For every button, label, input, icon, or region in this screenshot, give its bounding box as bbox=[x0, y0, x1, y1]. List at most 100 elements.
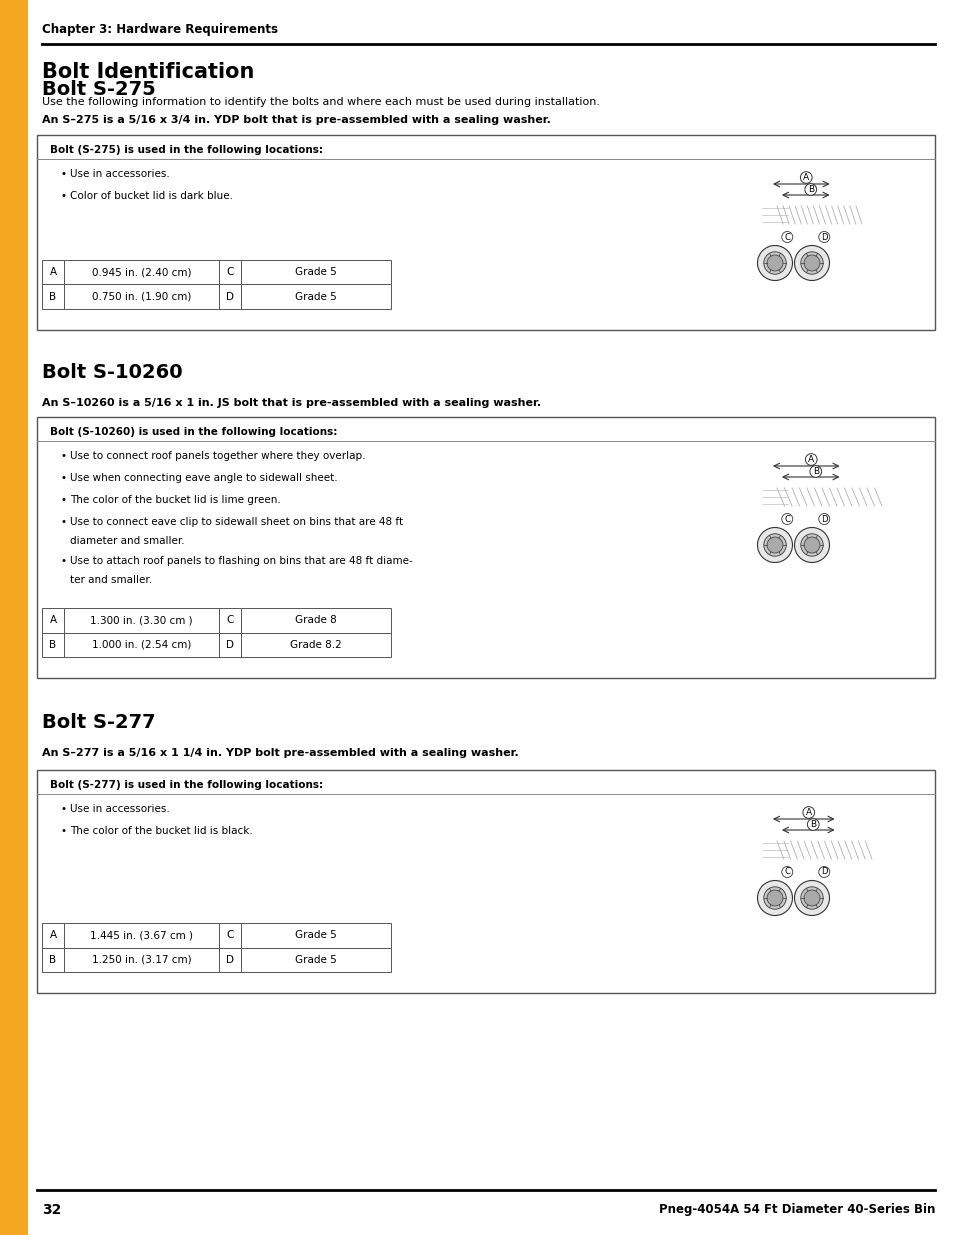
Bar bbox=[241, 947, 391, 972]
Text: Bolt S-10260: Bolt S-10260 bbox=[42, 363, 182, 382]
Text: C: C bbox=[783, 867, 789, 877]
Text: B: B bbox=[812, 467, 818, 475]
Text: 1.000 in. (2.54 cm): 1.000 in. (2.54 cm) bbox=[91, 640, 191, 650]
Text: B: B bbox=[809, 820, 816, 829]
FancyBboxPatch shape bbox=[788, 198, 801, 233]
Text: •: • bbox=[60, 191, 66, 201]
Text: A: A bbox=[50, 930, 56, 940]
Bar bbox=[42, 947, 64, 972]
Text: Use in accessories.: Use in accessories. bbox=[70, 169, 170, 179]
Text: D: D bbox=[226, 291, 233, 301]
Text: A: A bbox=[802, 173, 808, 182]
Text: Bolt (S-10260) is used in the following locations:: Bolt (S-10260) is used in the following … bbox=[50, 427, 337, 437]
Text: D: D bbox=[226, 640, 233, 650]
Circle shape bbox=[800, 887, 822, 909]
Text: Chapter 3: Hardware Requirements: Chapter 3: Hardware Requirements bbox=[42, 23, 277, 37]
Circle shape bbox=[800, 252, 822, 274]
Bar bbox=[776, 841, 871, 860]
Text: B: B bbox=[807, 185, 813, 194]
Bar bbox=[42, 632, 64, 657]
Text: Bolt (S-277) is used in the following locations:: Bolt (S-277) is used in the following lo… bbox=[50, 781, 323, 790]
Text: 1.250 in. (3.17 cm): 1.250 in. (3.17 cm) bbox=[91, 955, 192, 965]
Text: An S–277 is a 5/16 x 1 1/4 in. YDP bolt pre-assembled with a sealing washer.: An S–277 is a 5/16 x 1 1/4 in. YDP bolt … bbox=[42, 748, 518, 758]
Text: •: • bbox=[60, 169, 66, 179]
Text: An S–10260 is a 5/16 x 1 in. JS bolt that is pre-assembled with a sealing washer: An S–10260 is a 5/16 x 1 in. JS bolt tha… bbox=[42, 398, 540, 408]
Circle shape bbox=[763, 252, 785, 274]
Text: Grade 5: Grade 5 bbox=[294, 955, 336, 965]
Bar bbox=[37, 417, 934, 678]
Text: Use to attach roof panels to flashing on bins that are 48 ft diame-: Use to attach roof panels to flashing on… bbox=[70, 556, 413, 566]
Text: •: • bbox=[60, 804, 66, 814]
Text: B: B bbox=[50, 640, 56, 650]
Circle shape bbox=[757, 527, 792, 562]
Circle shape bbox=[766, 254, 782, 270]
Bar bbox=[241, 261, 391, 284]
Bar bbox=[42, 923, 64, 947]
Text: Use in accessories.: Use in accessories. bbox=[70, 804, 170, 814]
Text: Grade 5: Grade 5 bbox=[294, 267, 336, 277]
Text: •: • bbox=[60, 556, 66, 566]
Circle shape bbox=[794, 527, 828, 562]
Text: •: • bbox=[60, 495, 66, 505]
Text: Bolt S-275: Bolt S-275 bbox=[42, 80, 155, 99]
Text: Grade 8.2: Grade 8.2 bbox=[290, 640, 341, 650]
Text: The color of the bucket lid is black.: The color of the bucket lid is black. bbox=[70, 826, 253, 836]
Bar bbox=[241, 284, 391, 309]
Text: B: B bbox=[50, 955, 56, 965]
Bar bbox=[0, 0, 28, 1235]
Bar bbox=[219, 284, 241, 309]
Text: The color of the bucket lid is lime green.: The color of the bucket lid is lime gree… bbox=[70, 495, 280, 505]
Text: Color of bucket lid is dark blue.: Color of bucket lid is dark blue. bbox=[70, 191, 233, 201]
Bar bbox=[776, 206, 862, 224]
Text: Bolt Identification: Bolt Identification bbox=[42, 62, 254, 82]
Text: Grade 8: Grade 8 bbox=[294, 615, 336, 625]
Circle shape bbox=[803, 254, 820, 270]
Text: C: C bbox=[783, 232, 789, 242]
Bar bbox=[776, 488, 882, 506]
Bar bbox=[42, 261, 64, 284]
Circle shape bbox=[763, 887, 785, 909]
Bar bbox=[37, 769, 934, 993]
Text: D: D bbox=[821, 232, 826, 242]
Text: C: C bbox=[226, 930, 233, 940]
Text: A: A bbox=[807, 454, 814, 464]
FancyBboxPatch shape bbox=[760, 201, 789, 228]
Text: B: B bbox=[50, 291, 56, 301]
FancyBboxPatch shape bbox=[788, 479, 801, 515]
Bar bbox=[219, 923, 241, 947]
FancyBboxPatch shape bbox=[870, 842, 874, 857]
Bar bbox=[64, 947, 219, 972]
FancyBboxPatch shape bbox=[880, 490, 884, 504]
Text: diameter and smaller.: diameter and smaller. bbox=[70, 536, 185, 546]
Bar bbox=[241, 632, 391, 657]
Text: Grade 5: Grade 5 bbox=[294, 930, 336, 940]
Circle shape bbox=[766, 890, 782, 906]
Text: Use to connect eave clip to sidewall sheet on bins that are 48 ft: Use to connect eave clip to sidewall she… bbox=[70, 517, 403, 527]
Circle shape bbox=[757, 246, 792, 280]
FancyBboxPatch shape bbox=[760, 836, 789, 864]
Circle shape bbox=[766, 537, 782, 553]
Text: 1.300 in. (3.30 cm ): 1.300 in. (3.30 cm ) bbox=[91, 615, 193, 625]
FancyBboxPatch shape bbox=[861, 207, 864, 222]
Text: •: • bbox=[60, 473, 66, 483]
Text: •: • bbox=[60, 451, 66, 461]
Text: Use the following information to identify the bolts and where each must be used : Use the following information to identif… bbox=[42, 98, 599, 107]
Text: C: C bbox=[226, 615, 233, 625]
Circle shape bbox=[803, 890, 820, 906]
Text: A: A bbox=[50, 267, 56, 277]
Text: 0.945 in. (2.40 cm): 0.945 in. (2.40 cm) bbox=[91, 267, 191, 277]
Circle shape bbox=[757, 881, 792, 915]
FancyBboxPatch shape bbox=[788, 832, 801, 868]
Text: 0.750 in. (1.90 cm): 0.750 in. (1.90 cm) bbox=[91, 291, 191, 301]
Bar bbox=[42, 608, 64, 632]
Text: D: D bbox=[821, 867, 826, 877]
Circle shape bbox=[800, 534, 822, 556]
Bar bbox=[37, 135, 934, 330]
Text: Use to connect roof panels together where they overlap.: Use to connect roof panels together wher… bbox=[70, 451, 365, 461]
Text: Bolt S-277: Bolt S-277 bbox=[42, 713, 155, 732]
Bar bbox=[219, 632, 241, 657]
Text: D: D bbox=[821, 515, 826, 524]
Text: C: C bbox=[783, 515, 789, 524]
Circle shape bbox=[803, 537, 820, 553]
Text: Pneg-4054A 54 Ft Diameter 40-Series Bin: Pneg-4054A 54 Ft Diameter 40-Series Bin bbox=[658, 1203, 934, 1216]
